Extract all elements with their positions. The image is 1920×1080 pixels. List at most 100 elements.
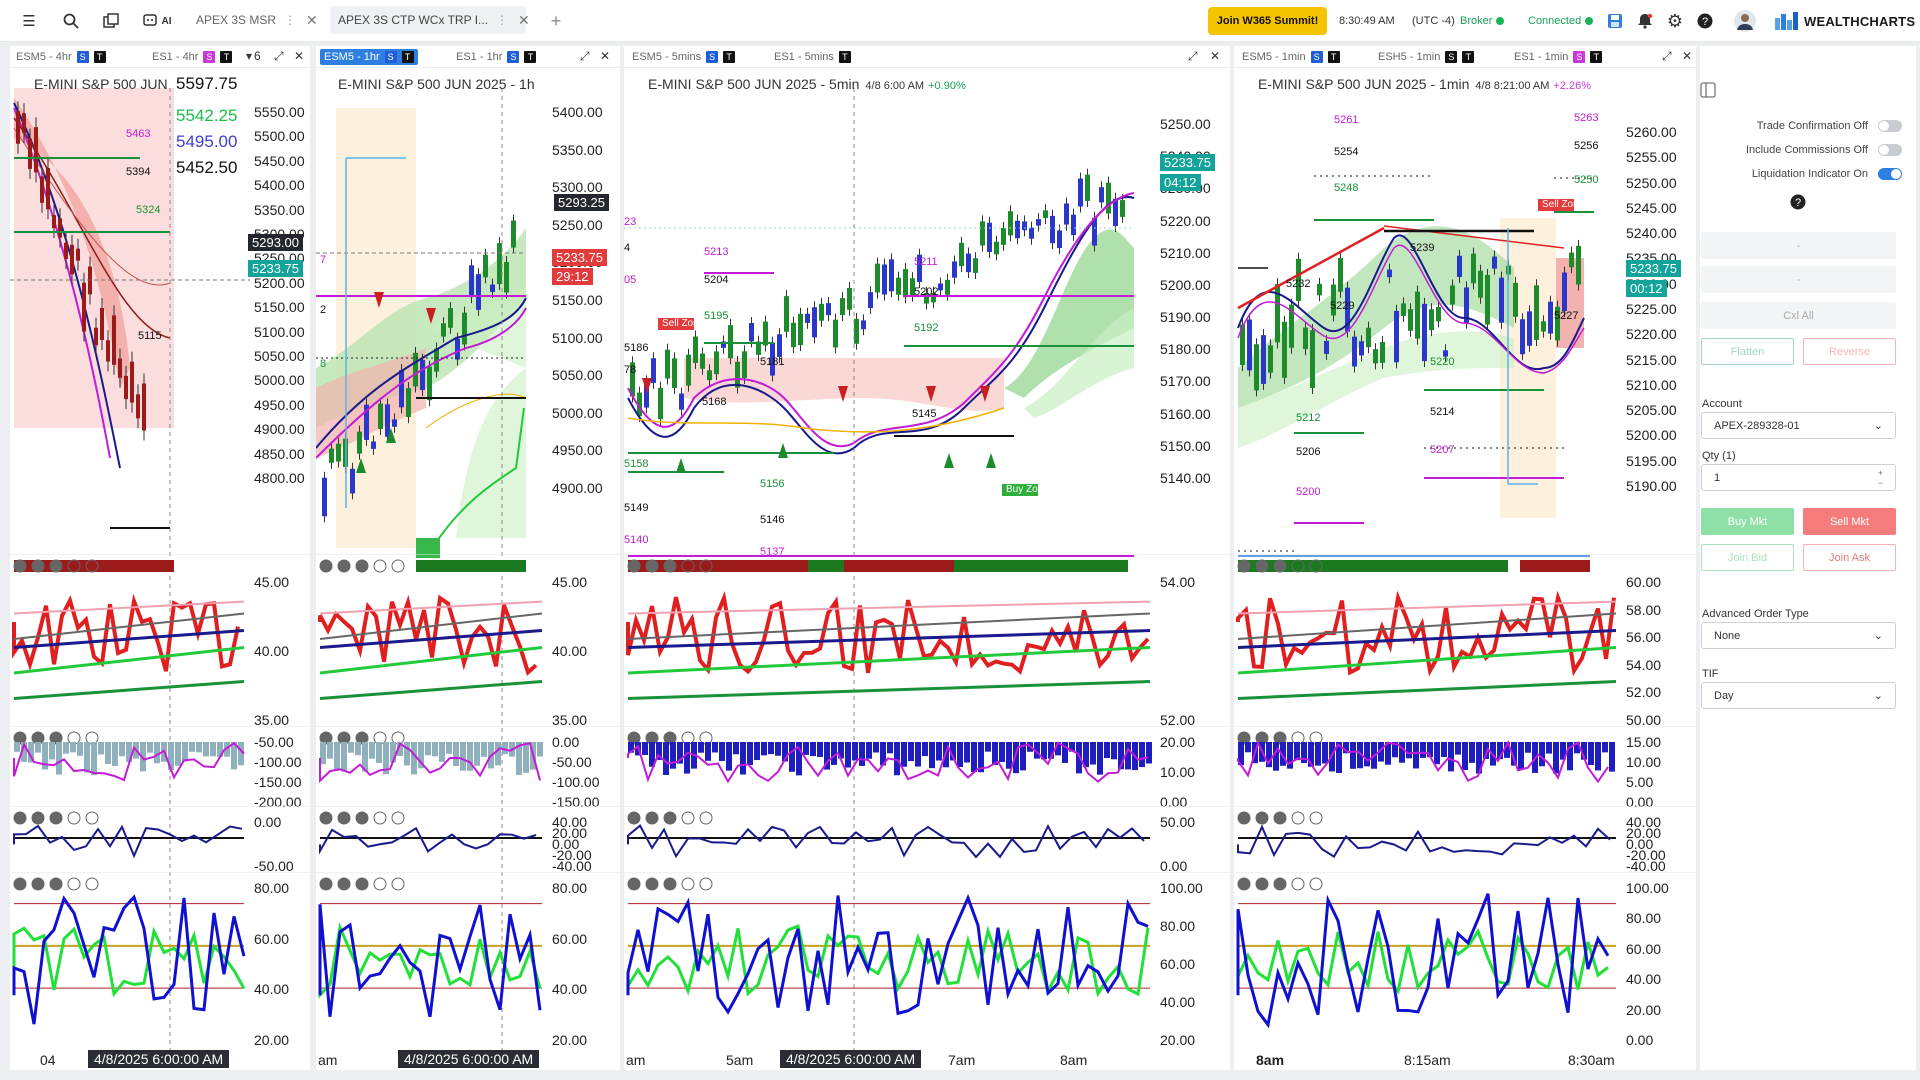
y-tick-label: 4800.00	[254, 470, 305, 486]
indicator-pane[interactable]	[624, 806, 1230, 870]
trend-line	[319, 646, 543, 675]
indicator-pane[interactable]	[316, 726, 620, 806]
toggle-switch[interactable]	[1878, 168, 1902, 180]
tab-esm5-4hr[interactable]: ESM5 - 4hr S T	[12, 49, 110, 65]
y-tick-label: 5350.00	[552, 141, 603, 158]
qty-input[interactable]: 1 + −	[1701, 464, 1896, 491]
close-icon[interactable]: ✕	[294, 49, 305, 63]
histogram-bar	[1497, 742, 1503, 760]
close-icon[interactable]: ✕	[1682, 49, 1693, 63]
workspace-tab-2[interactable]: APEX 3S CTP WCx TRP I... ⋮ ✕	[330, 6, 530, 34]
chart-area[interactable]	[624, 68, 1230, 1068]
join-ask-button[interactable]: Join Ask	[1803, 544, 1896, 571]
histogram-bar	[782, 742, 788, 762]
indicator-pane[interactable]	[10, 726, 310, 806]
add-tab-icon[interactable]: +	[550, 10, 562, 31]
ai-icon[interactable]: AI	[140, 10, 174, 32]
indicator-pane[interactable]	[1234, 806, 1696, 870]
maximize-icon[interactable]: ⤢	[580, 49, 590, 63]
cancel-all-button[interactable]: Cxl All	[1701, 302, 1896, 329]
tab-es1-5mins[interactable]: ES1 - 5mins T	[770, 49, 855, 65]
maximize-icon[interactable]: ⤢	[274, 49, 284, 63]
sell-market-button[interactable]: Sell Mkt	[1803, 508, 1896, 535]
indicator-pane[interactable]	[624, 726, 1230, 806]
maximize-icon[interactable]: ⤢	[1188, 49, 1198, 63]
chart-area[interactable]	[1234, 68, 1696, 1068]
maximize-icon[interactable]: ⤢	[1662, 49, 1672, 63]
collapse-panel-icon[interactable]	[1700, 82, 1716, 103]
indicator-pane[interactable]	[316, 806, 620, 870]
x-axis-label: 8:15am	[1404, 1052, 1451, 1068]
tab-es1-4hr[interactable]: ES1 - 4hr S T	[148, 49, 236, 65]
indicator-pane[interactable]	[624, 554, 1230, 724]
trade-confirmation-toggle[interactable]: Trade Confirmation Off	[1700, 118, 1902, 134]
pane-tool-icon	[627, 811, 641, 825]
reverse-button[interactable]: Reverse	[1803, 338, 1896, 365]
tab-esm5-1min[interactable]: ESM5 - 1min S T	[1238, 49, 1344, 65]
toggle-switch[interactable]	[1878, 120, 1902, 132]
toggle-switch[interactable]	[1878, 144, 1902, 156]
histogram-bar	[859, 742, 865, 766]
indicator-pane[interactable]	[624, 872, 1230, 1048]
candle-body	[1450, 285, 1455, 305]
trend-line	[1237, 612, 1617, 640]
indicator-pane[interactable]	[10, 554, 310, 724]
flatten-button[interactable]: Flatten	[1701, 338, 1794, 365]
indicator-pane[interactable]	[316, 554, 620, 724]
indicator-pane[interactable]	[1234, 726, 1696, 806]
histogram-bar	[1013, 742, 1019, 774]
candle-body	[959, 242, 964, 267]
summit-button[interactable]: Join W365 Summit!	[1208, 7, 1327, 35]
timezone: (UTC -4)	[1412, 15, 1455, 27]
liquidation-indicator-toggle[interactable]: Liquidation Indicator On	[1700, 166, 1902, 182]
pane-tool-icon	[13, 811, 27, 825]
tab-es1-1hr[interactable]: ES1 - 1hr S T	[452, 49, 540, 65]
save-icon[interactable]	[1604, 10, 1626, 32]
quantity-stepper[interactable]: + −	[1877, 467, 1883, 488]
chart-area[interactable]	[10, 68, 310, 1068]
indicator-pane[interactable]	[1234, 554, 1696, 724]
layouts-icon[interactable]	[100, 10, 122, 32]
close-icon[interactable]: ✕	[1210, 49, 1221, 63]
indicator-pane[interactable]	[10, 872, 310, 1048]
user-avatar[interactable]	[1734, 10, 1756, 32]
indicator-pane[interactable]	[1234, 872, 1696, 1048]
tab-esm5-1hr[interactable]: ESM5 - 1hr S T	[320, 49, 418, 65]
chart-area[interactable]	[316, 68, 620, 1068]
pane-tool-icon	[1255, 811, 1269, 825]
histogram-bar	[1139, 742, 1145, 768]
candle-body	[1289, 304, 1294, 348]
tif-select[interactable]: Day ⌄	[1701, 682, 1896, 709]
tab-esh5-1min[interactable]: ESH5 - 1min S T	[1374, 49, 1478, 65]
signal-line	[1237, 740, 1609, 784]
histogram-bar	[831, 742, 837, 765]
help-icon[interactable]: ?	[1790, 194, 1806, 215]
account-select[interactable]: APEX-289328-01 ⌄	[1701, 412, 1896, 439]
pane-tool-icon	[1255, 559, 1269, 573]
join-bid-button[interactable]: Join Bid	[1701, 544, 1794, 571]
workspace-tab-1[interactable]: APEX 3S MSR ⋮ ✕	[188, 6, 328, 34]
tab-es1-1min[interactable]: ES1 - 1min S T	[1510, 49, 1606, 65]
top-toolbar: ☰ AI APEX 3S MSR ⋮ ✕ APEX 3S CTP WCx TRP…	[0, 0, 1920, 42]
indicator-pane[interactable]	[316, 872, 620, 1048]
y-tick-label: 5000.00	[552, 404, 603, 421]
panel-dropdown-icon[interactable]: ▾ 6	[246, 49, 261, 63]
help-icon[interactable]: ?	[1694, 10, 1716, 32]
search-icon[interactable]	[60, 10, 82, 32]
indicator-pane[interactable]	[10, 806, 310, 870]
notifications-icon[interactable]	[1634, 10, 1656, 32]
include-commissions-toggle[interactable]: Include Commissions Off	[1700, 142, 1902, 158]
close-icon[interactable]: ✕	[518, 11, 530, 28]
settings-icon[interactable]: ⚙	[1666, 10, 1684, 31]
candle-body	[770, 342, 775, 376]
buy-market-button[interactable]: Buy Mkt	[1701, 508, 1794, 535]
histogram-bar	[971, 742, 977, 773]
tab-more-icon[interactable]: ⋮	[496, 13, 509, 27]
close-icon[interactable]: ✕	[306, 11, 318, 28]
advanced-order-type-select[interactable]: None ⌄	[1701, 622, 1896, 649]
indicator-tick-label: -150.00	[254, 774, 302, 790]
menu-icon[interactable]: ☰	[22, 13, 36, 30]
tab-esm5-5mins[interactable]: ESM5 - 5mins S T	[628, 49, 739, 65]
close-icon[interactable]: ✕	[600, 49, 611, 63]
tab-more-icon[interactable]: ⋮	[284, 13, 297, 27]
